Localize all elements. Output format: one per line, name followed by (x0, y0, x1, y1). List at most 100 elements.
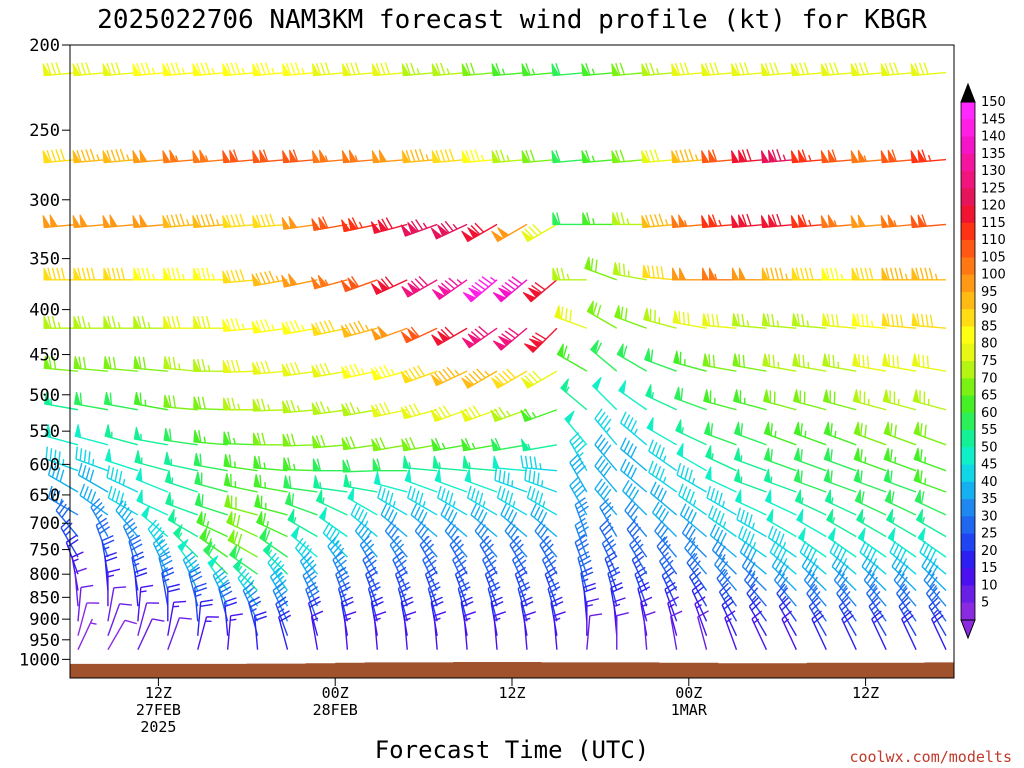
wind-barb-tick (384, 506, 391, 518)
wind-barb (132, 214, 168, 229)
wind-barb-tick (523, 611, 536, 617)
wind-barb-half-tick (783, 618, 790, 624)
wind-barb-tick (742, 354, 745, 368)
wind-barb (199, 527, 229, 558)
wind-barb-tick (771, 528, 778, 541)
wind-barb-tick (439, 62, 446, 75)
wind-barb (522, 279, 558, 303)
wind-barb-flag (492, 292, 507, 303)
wind-barb-tick (508, 327, 519, 336)
wind-barb (403, 611, 417, 650)
wind-barb-tick (77, 316, 82, 329)
wind-barb-tick (502, 370, 512, 381)
wind-barb-tick (392, 539, 402, 550)
wind-barb-tick (655, 504, 663, 517)
wind-barb-half-tick (664, 219, 669, 226)
wind-barb-flag (133, 391, 141, 406)
wind-barb-tick (156, 543, 168, 553)
wind-barb-flag (883, 421, 891, 436)
wind-barb (675, 419, 707, 446)
wind-barb-tick (795, 267, 800, 281)
wind-barb-tick (132, 555, 145, 563)
wind-barb-tick (472, 405, 481, 417)
wind-barb (910, 62, 947, 77)
wind-barb-flag (468, 287, 482, 298)
wind-barb-tick (854, 63, 860, 76)
wind-barb-half-tick (921, 516, 925, 524)
wind-barb-flag (763, 447, 771, 462)
wind-barb-flag (72, 63, 81, 77)
wind-barb-tick (798, 354, 801, 367)
wind-barb (491, 149, 528, 164)
wind-barb-tick (923, 62, 929, 75)
wind-barb-tick (338, 581, 350, 590)
wind-barb-tick (924, 558, 933, 571)
wind-barb-flag (581, 150, 590, 164)
wind-barb (253, 611, 267, 650)
wind-barb-flag (671, 215, 680, 228)
wind-barb-tick (857, 354, 861, 367)
wind-barb-shaft (509, 544, 528, 575)
wind-barb-tick (930, 565, 939, 577)
wind-barb-half-tick (488, 578, 495, 584)
wind-barb-tick (781, 610, 793, 620)
wind-barb (851, 313, 887, 329)
wind-barb (673, 386, 707, 411)
wind-barb-flag (584, 256, 592, 272)
wind-barb-tick (658, 213, 664, 226)
wind-barb-flag (315, 489, 323, 504)
wind-barb-tick (740, 509, 745, 523)
wind-barb (197, 616, 219, 650)
wind-barb (686, 552, 708, 591)
colorbar-cell (961, 326, 975, 345)
wind-barb-flag (641, 150, 650, 164)
wind-barb-tick (179, 213, 185, 226)
wind-barb (305, 581, 320, 622)
wind-barb-tick (603, 418, 612, 430)
wind-barb-tick (270, 556, 280, 567)
x-tick-label: 2025 (140, 718, 176, 736)
wind-barb (612, 261, 647, 281)
wind-barb (283, 475, 318, 493)
wind-barb-flag (341, 403, 351, 417)
wind-barb-tick (525, 63, 531, 76)
wind-barb-tick (586, 212, 591, 225)
wind-barb-tick (891, 313, 895, 327)
colorbar-cell (961, 361, 975, 379)
wind-barb-half-tick (158, 538, 164, 545)
wind-barb-half-tick (833, 220, 837, 227)
wind-barb (162, 62, 198, 77)
wind-barb-tick (548, 586, 561, 594)
wind-barb-tick (107, 485, 113, 499)
wind-barb-flag (887, 214, 896, 228)
wind-barb (711, 539, 737, 575)
wind-barb-tick (674, 63, 681, 76)
wind-barb (793, 421, 827, 446)
wind-barb-flag (207, 555, 219, 569)
wind-barb-tick (234, 269, 241, 282)
wind-barb (370, 325, 408, 341)
wind-barb-flag (881, 267, 889, 281)
wind-barb-shaft (676, 474, 707, 493)
wind-barb-flag (43, 315, 51, 329)
wind-barb-tick (664, 581, 676, 590)
x-tick-label: 12Z (852, 684, 879, 702)
colorbar-tick-label: 60 (981, 406, 998, 421)
wind-barb-shaft (709, 534, 737, 558)
wind-barb (741, 555, 767, 592)
wind-barb-tick (77, 462, 83, 476)
wind-barb (857, 527, 887, 558)
wind-barb-tick (168, 395, 172, 408)
wind-barb-tick (55, 62, 61, 75)
wind-barb-half-tick (250, 607, 257, 613)
wind-barb-half-tick (322, 497, 325, 504)
wind-barb-tick (894, 558, 903, 571)
wind-barb-tick (76, 63, 82, 76)
wind-barb-tick (748, 533, 755, 546)
wind-barb-flag (705, 445, 712, 460)
wind-barb (107, 485, 139, 516)
wind-barb-half-tick (785, 273, 789, 281)
wind-barb (612, 212, 647, 226)
wind-barb-flag (258, 527, 268, 542)
wind-barb-tick (395, 566, 407, 575)
